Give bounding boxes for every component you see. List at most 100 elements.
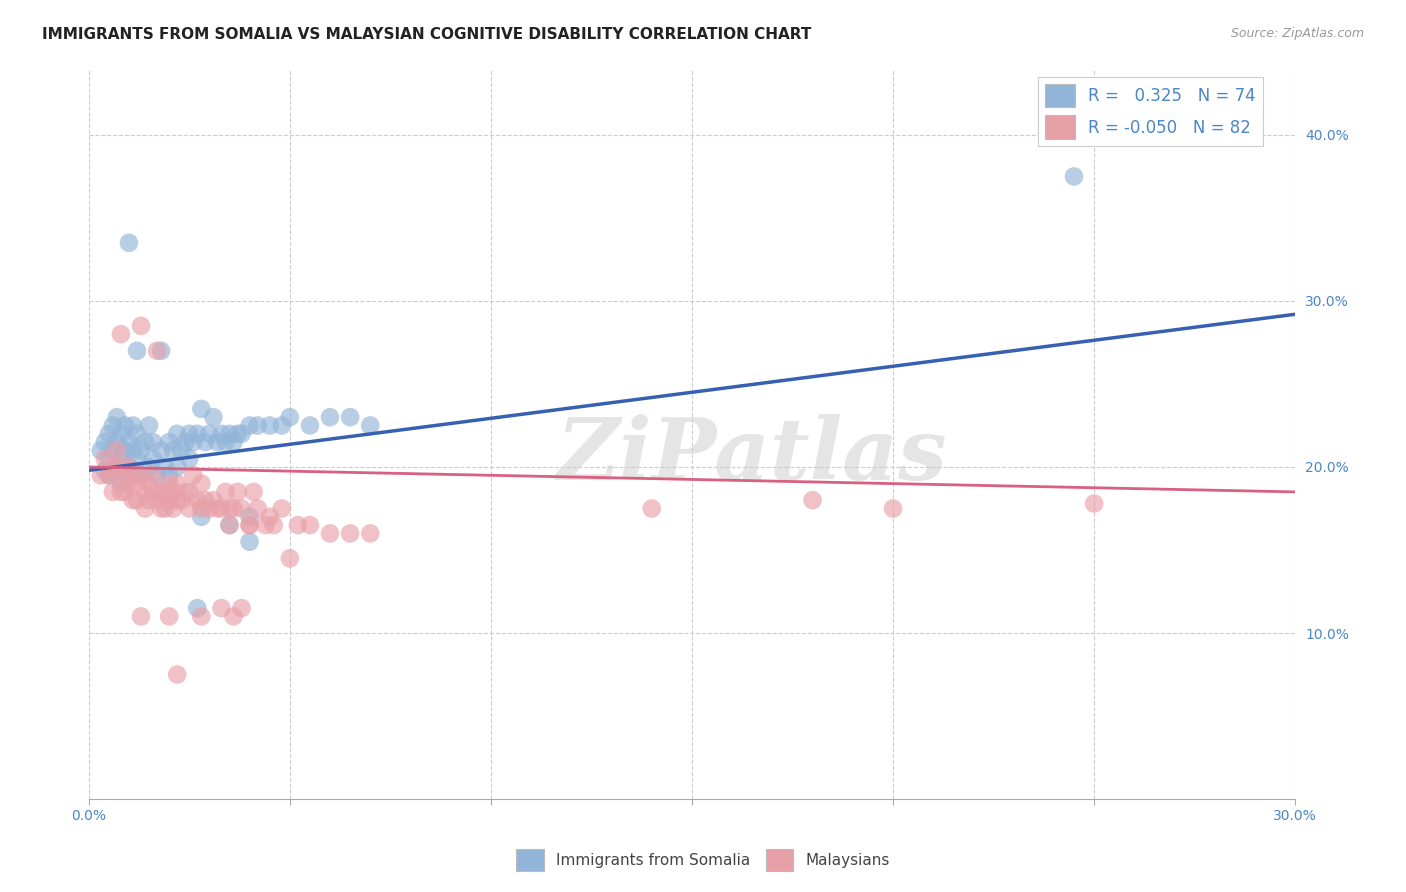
Point bbox=[138, 476, 160, 491]
Point bbox=[166, 667, 188, 681]
Point bbox=[211, 601, 233, 615]
Point bbox=[186, 601, 208, 615]
Point bbox=[142, 468, 165, 483]
Point bbox=[641, 501, 664, 516]
Point bbox=[222, 435, 245, 450]
Point bbox=[211, 501, 233, 516]
Point bbox=[246, 501, 269, 516]
Point bbox=[129, 609, 152, 624]
Point bbox=[214, 435, 236, 450]
Point bbox=[239, 509, 262, 524]
Point bbox=[142, 484, 165, 499]
Point bbox=[319, 526, 342, 541]
Point bbox=[339, 410, 361, 425]
Point bbox=[170, 443, 193, 458]
Point bbox=[146, 468, 169, 483]
Point bbox=[174, 484, 197, 499]
Point bbox=[254, 518, 277, 533]
Point bbox=[246, 418, 269, 433]
Point bbox=[122, 418, 145, 433]
Point bbox=[179, 484, 201, 499]
Point bbox=[138, 460, 160, 475]
Point bbox=[118, 435, 141, 450]
Point bbox=[153, 460, 176, 475]
Point bbox=[298, 418, 321, 433]
Point bbox=[129, 468, 152, 483]
Point bbox=[190, 476, 212, 491]
Point bbox=[118, 468, 141, 483]
Point bbox=[166, 476, 188, 491]
Point bbox=[222, 609, 245, 624]
Point bbox=[142, 435, 165, 450]
Point bbox=[105, 410, 128, 425]
Point bbox=[101, 418, 124, 433]
Point bbox=[122, 443, 145, 458]
Point bbox=[218, 518, 240, 533]
Point bbox=[110, 426, 132, 441]
Point bbox=[207, 501, 229, 516]
Point bbox=[105, 443, 128, 458]
Point bbox=[263, 518, 285, 533]
Point bbox=[122, 493, 145, 508]
Point bbox=[118, 460, 141, 475]
Point bbox=[150, 343, 173, 358]
Point bbox=[97, 468, 120, 483]
Point bbox=[218, 501, 240, 516]
Point bbox=[134, 435, 156, 450]
Point bbox=[190, 501, 212, 516]
Point bbox=[166, 493, 188, 508]
Point bbox=[231, 426, 253, 441]
Point bbox=[90, 443, 112, 458]
Point bbox=[239, 418, 262, 433]
Point bbox=[114, 484, 136, 499]
Point bbox=[339, 526, 361, 541]
Point bbox=[153, 501, 176, 516]
Point bbox=[174, 435, 197, 450]
Point bbox=[186, 426, 208, 441]
Point bbox=[162, 443, 184, 458]
Point bbox=[239, 518, 262, 533]
Point bbox=[114, 468, 136, 483]
Point bbox=[94, 451, 117, 466]
Legend: R =   0.325   N = 74, R = -0.050   N = 82: R = 0.325 N = 74, R = -0.050 N = 82 bbox=[1039, 77, 1263, 145]
Point bbox=[278, 410, 301, 425]
Point bbox=[162, 484, 184, 499]
Point bbox=[101, 460, 124, 475]
Point bbox=[150, 501, 173, 516]
Point bbox=[202, 493, 225, 508]
Point bbox=[801, 493, 824, 508]
Point bbox=[179, 501, 201, 516]
Point bbox=[146, 343, 169, 358]
Point bbox=[259, 509, 281, 524]
Point bbox=[186, 493, 208, 508]
Point bbox=[146, 493, 169, 508]
Point bbox=[97, 451, 120, 466]
Point bbox=[101, 484, 124, 499]
Point bbox=[157, 468, 180, 483]
Point bbox=[226, 426, 249, 441]
Point bbox=[134, 501, 156, 516]
Point bbox=[157, 435, 180, 450]
Point bbox=[166, 426, 188, 441]
Point bbox=[190, 509, 212, 524]
Point bbox=[319, 410, 342, 425]
Point bbox=[359, 418, 381, 433]
Point bbox=[118, 476, 141, 491]
Point bbox=[214, 484, 236, 499]
Point bbox=[1083, 496, 1105, 510]
Point bbox=[882, 501, 904, 516]
Point bbox=[1063, 169, 1085, 184]
Point bbox=[129, 318, 152, 333]
Point bbox=[157, 609, 180, 624]
Point bbox=[110, 460, 132, 475]
Point bbox=[138, 493, 160, 508]
Point bbox=[94, 435, 117, 450]
Point bbox=[150, 443, 173, 458]
Point bbox=[97, 426, 120, 441]
Point bbox=[129, 468, 152, 483]
Point bbox=[218, 426, 240, 441]
Point bbox=[114, 443, 136, 458]
Point bbox=[190, 609, 212, 624]
Point bbox=[181, 435, 204, 450]
Text: IMMIGRANTS FROM SOMALIA VS MALAYSIAN COGNITIVE DISABILITY CORRELATION CHART: IMMIGRANTS FROM SOMALIA VS MALAYSIAN COG… bbox=[42, 27, 811, 42]
